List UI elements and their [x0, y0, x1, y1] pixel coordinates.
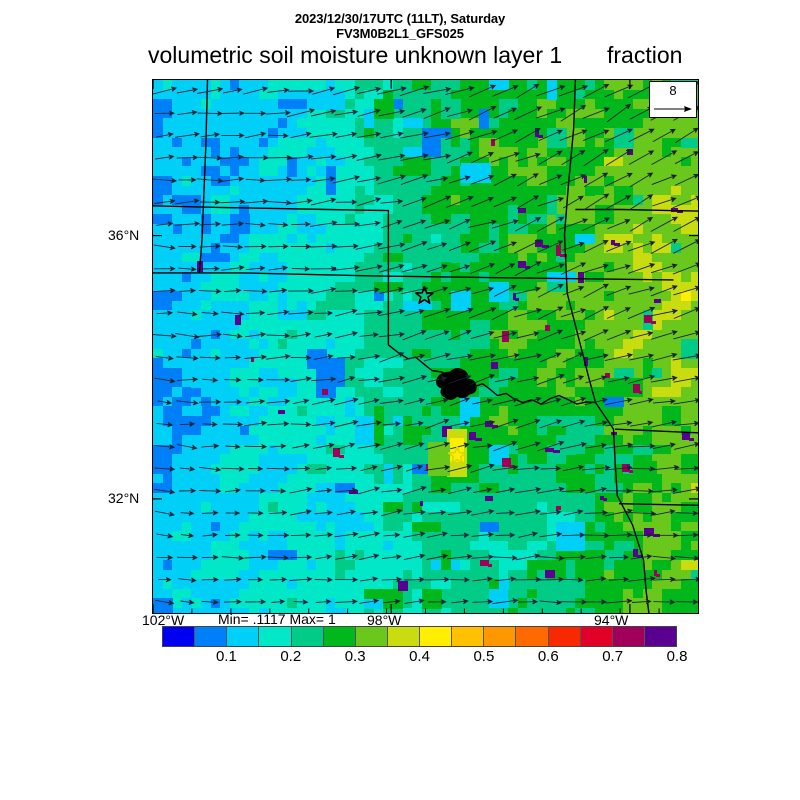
colorbar-swatch-7	[387, 627, 420, 646]
colorbar-swatch-11	[516, 627, 549, 646]
axis-label-lon-98: 98°W	[367, 612, 402, 628]
colorbar-swatch-4	[291, 627, 324, 646]
border-kansas-oklahoma	[153, 272, 674, 281]
border-texas-panhandle	[153, 205, 390, 345]
river-red-river	[387, 344, 596, 405]
colorbar-tick-0.7: 0.7	[602, 648, 624, 665]
map-panel[interactable]: 8	[152, 79, 699, 614]
axis-ticks	[153, 80, 698, 613]
title-variable-name: volumetric soil moisture unknown layer 1	[148, 42, 563, 68]
marker-station-star-north	[415, 286, 434, 304]
border-oklahoma-east	[563, 80, 597, 403]
colorbar[interactable]	[162, 626, 677, 647]
colorbar-swatch-3	[259, 627, 292, 646]
border-stub-east-1	[615, 428, 698, 434]
colorbar-swatch-15	[644, 627, 676, 646]
axis-label-lon-102: 102°W	[142, 612, 185, 628]
colorbar-swatch-1	[195, 627, 228, 646]
border-colorado-newmexico	[198, 80, 209, 273]
colorbar-swatch-5	[323, 627, 356, 646]
axis-label-lon-94: 94°W	[594, 612, 629, 628]
title-datetime: 2023/12/30/17UTC (11LT), Saturday	[294, 11, 506, 26]
colorbar-swatch-2	[227, 627, 260, 646]
axis-label-lat-32: 32°N	[108, 490, 140, 506]
colorbar-tick-0.3: 0.3	[344, 648, 366, 665]
wind-vector-key-arrow-icon	[654, 106, 692, 112]
colorbar-tick-0.8: 0.8	[666, 648, 688, 665]
axis-label-lat-36: 36°N	[108, 227, 140, 243]
border-missouri-arkansas	[575, 208, 698, 212]
colorbar-swatches	[162, 626, 677, 647]
wind-vector-field	[153, 81, 698, 606]
colorbar-swatch-0	[163, 627, 196, 646]
colorbar-swatch-13	[580, 627, 613, 646]
colorbar-swatch-12	[548, 627, 581, 646]
colorbar-tick-labels: 0.1 0.2 0.3 0.4 0.5 0.6 0.7 0.8	[162, 648, 687, 668]
colorbar-swatch-10	[484, 627, 517, 646]
lake-texoma	[436, 367, 477, 400]
colorbar-swatch-14	[612, 627, 645, 646]
title-units: fraction	[607, 42, 683, 68]
wind-vector-key-value: 8	[669, 83, 677, 98]
colorbar-swatch-9	[452, 627, 485, 646]
colorbar-swatch-6	[355, 627, 388, 646]
colorbar-swatch-8	[420, 627, 453, 646]
colorbar-tick-0.2: 0.2	[280, 648, 302, 665]
border-texas-east	[594, 402, 650, 613]
colorbar-tick-0.1: 0.1	[215, 648, 237, 665]
border-stub-east-2	[618, 503, 698, 507]
min-max-annotation: Min= .1117 Max= 1	[218, 611, 336, 627]
colorbar-tick-0.5: 0.5	[473, 648, 495, 665]
map-overlay-layer	[153, 80, 698, 613]
marker-station-star-south	[447, 445, 467, 464]
colorbar-tick-0.4: 0.4	[409, 648, 430, 665]
soil-moisture-field	[153, 80, 698, 613]
wind-vector-key: 8	[649, 81, 697, 118]
title-model-id: FV3M0B2L1_GFS025	[336, 26, 464, 41]
title-main: volumetric soil moisture unknown layer 1…	[0, 42, 800, 68]
colorbar-tick-0.6: 0.6	[537, 648, 559, 665]
